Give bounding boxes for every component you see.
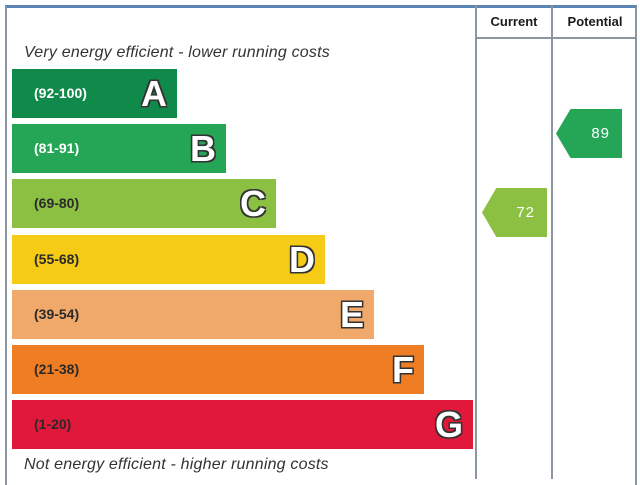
potential-rating-value: 89 (591, 125, 610, 142)
potential-rating-arrow: 89 (556, 109, 622, 158)
band-b: (81-91) B (12, 124, 226, 173)
potential-column-header: Potential (567, 14, 623, 29)
epc-chart-frame (5, 5, 637, 485)
band-e-letter: E (339, 294, 364, 335)
band-g-letter: G (434, 404, 463, 445)
current-rating-arrow: 72 (482, 188, 547, 237)
band-c-letter: C (240, 183, 266, 224)
band-d: (55-68) D (12, 235, 325, 284)
band-g-range: (1-20) (34, 416, 72, 432)
band-f: (21-38) F (12, 345, 424, 394)
band-g: (1-20) G (12, 400, 473, 449)
current-rating-value: 72 (516, 204, 535, 221)
header-divider (475, 37, 637, 39)
band-f-range: (21-38) (34, 361, 80, 377)
band-d-letter: D (289, 239, 315, 280)
current-column-header: Current (490, 14, 538, 29)
band-c: (69-80) C (12, 179, 276, 228)
band-c-range: (69-80) (34, 195, 80, 211)
band-b-range: (81-91) (34, 140, 80, 156)
band-e-range: (39-54) (34, 306, 80, 322)
band-a-range: (92-100) (34, 85, 87, 101)
band-b-letter: B (190, 128, 216, 169)
band-a: (92-100) A (12, 69, 177, 118)
current-column-divider (475, 5, 477, 479)
band-f-letter: F (392, 349, 414, 390)
band-e: (39-54) E (12, 290, 374, 339)
bottom-note: Not energy efficient - higher running co… (24, 456, 329, 473)
band-a-letter: A (141, 73, 167, 114)
potential-column-divider (551, 5, 553, 479)
band-d-range: (55-68) (34, 251, 80, 267)
top-note: Very energy efficient - lower running co… (24, 44, 330, 61)
